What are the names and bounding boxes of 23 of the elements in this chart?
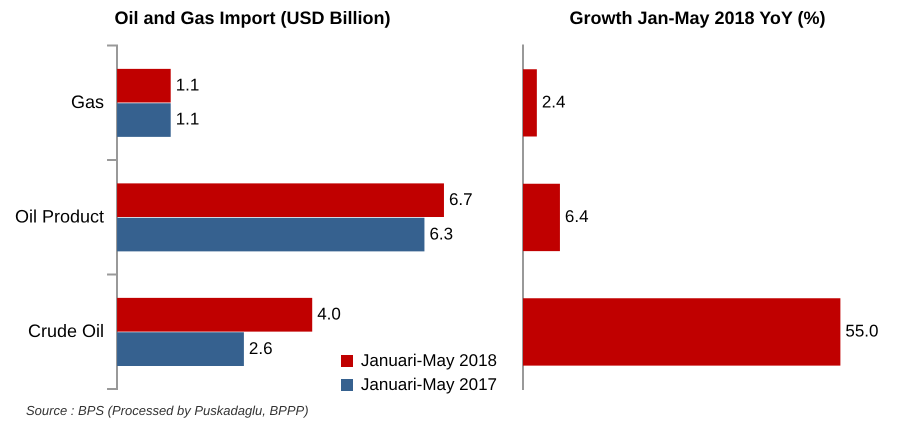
- legend-label: Januari-May 2018: [360, 351, 497, 371]
- data-label: 4.0: [317, 304, 341, 324]
- bar: [117, 332, 244, 366]
- chart-title: Oil and Gas Import (USD Billion): [114, 8, 391, 28]
- chart-title: Growth Jan-May 2018 YoY (%): [569, 8, 826, 28]
- data-label: 2.6: [248, 338, 273, 358]
- y-tick-label: Crude Oil: [28, 320, 104, 341]
- bar: [117, 103, 171, 137]
- data-label: 1.1: [176, 110, 200, 129]
- y-tick-label: Gas: [71, 92, 104, 112]
- bar: [117, 218, 424, 252]
- y-tick-label: Oil Product: [14, 206, 104, 226]
- source-note: Source : BPS (Processed by Puskadaglu, BPPP): [26, 403, 310, 418]
- data-label: 55.0: [845, 322, 878, 341]
- legend-label: Januari-May 2017: [360, 375, 497, 395]
- data-label: 6.3: [429, 224, 454, 244]
- data-label: 6.7: [448, 190, 473, 209]
- bar: [117, 183, 444, 218]
- bar: [117, 298, 312, 332]
- data-label: 1.1: [176, 75, 200, 94]
- data-label: 2.4: [542, 92, 566, 112]
- bar: [117, 68, 171, 103]
- data-label: 6.4: [564, 207, 589, 226]
